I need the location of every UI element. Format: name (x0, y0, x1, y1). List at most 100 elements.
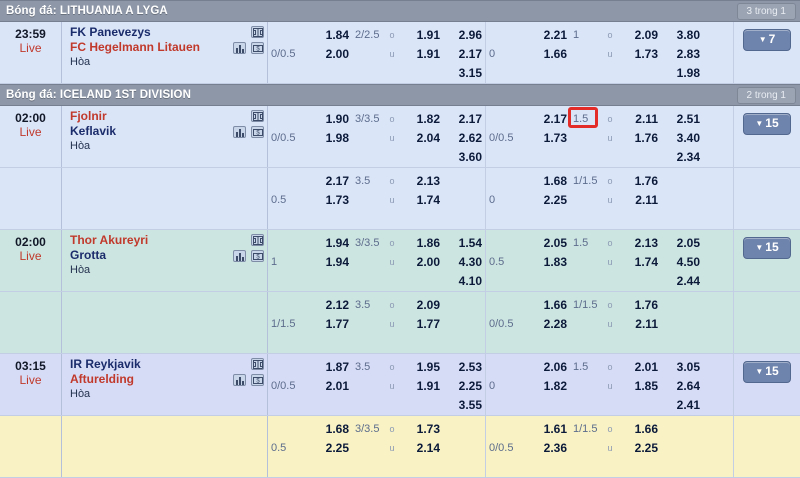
under-odds[interactable]: 1.74 (416, 193, 440, 207)
handicap-line-1[interactable]: 0/0.5 (268, 106, 308, 167)
stats-bar-chart-icon[interactable] (233, 374, 246, 386)
handicap-line-value[interactable]: 1 (271, 256, 278, 268)
x12-odds-2[interactable]: 3.55 (458, 398, 482, 412)
x12-odds-1[interactable]: 4.30 (458, 255, 482, 269)
home-team-name[interactable]: Fjolnir (70, 109, 107, 123)
x12-prices-1[interactable] (443, 416, 485, 477)
away-team-name[interactable]: Keflavik (70, 124, 117, 138)
more-markets-badge[interactable]: ▼ 15 (743, 361, 791, 383)
x12-prices-2[interactable] (661, 168, 703, 229)
handicap-prices-2[interactable]: 2.17 1.73 (526, 106, 570, 167)
under-odds-2[interactable]: 2.25 (634, 441, 658, 455)
x12-odds-0[interactable]: 2.96 (458, 28, 482, 42)
x12-prices-2[interactable] (661, 292, 703, 353)
over-odds-2[interactable]: 2.11 (635, 112, 658, 126)
x12-odds-1[interactable]: 2.25 (458, 379, 482, 393)
over-odds[interactable]: 1.73 (416, 422, 440, 436)
ou-line-1[interactable]: 3/3.5 (352, 106, 385, 167)
handicap-home-odds-2[interactable]: 2.17 (543, 112, 567, 126)
ou-prices-1[interactable]: 2.13 1.74 (399, 168, 443, 229)
x12b-odds-2[interactable]: 2.41 (676, 398, 700, 412)
under-odds[interactable]: 1.91 (416, 379, 440, 393)
more-markets-badge[interactable]: ▼ 15 (743, 113, 791, 135)
x12b-odds-1[interactable]: 2.83 (676, 47, 700, 61)
handicap-prices-1[interactable]: 1.68 2.25 (308, 416, 352, 477)
x12-odds-0[interactable]: 2.53 (458, 360, 482, 374)
more-markets-badge[interactable]: ▼ 15 (743, 237, 791, 259)
handicap-line-2[interactable]: 0/0.5 (486, 292, 526, 353)
handicap-line-1[interactable]: 0/0.5 (268, 354, 308, 415)
handicap-prices-1[interactable]: 1.87 2.01 (308, 354, 352, 415)
over-odds-2[interactable]: 1.66 (634, 422, 658, 436)
ou-line-1[interactable]: 2/2.5 (352, 22, 385, 83)
ou-line-2[interactable]: 1/1.5 (570, 416, 603, 477)
away-team-name[interactable]: Grotta (70, 248, 106, 262)
x12-prices-2[interactable]: 3.05 2.64 2.41 (661, 354, 703, 415)
handicap-prices-1[interactable]: 2.17 1.73 (308, 168, 352, 229)
handicap-away-odds-2[interactable]: 1.82 (543, 379, 567, 393)
x12b-odds-1[interactable]: 3.40 (676, 131, 700, 145)
handicap-line-value[interactable]: 0/0.5 (271, 380, 296, 392)
ou-line-1[interactable]: 3.5 (352, 292, 385, 353)
ou-line-value-2[interactable]: 1.5 (573, 113, 589, 125)
over-odds[interactable]: 1.86 (416, 236, 440, 250)
ou-line-value[interactable]: 3.5 (355, 175, 371, 187)
handicap-away-odds[interactable]: 1.73 (325, 193, 349, 207)
handicap-line-value[interactable]: 0.5 (271, 442, 287, 454)
handicap-prices-1[interactable]: 2.12 1.77 (308, 292, 352, 353)
handicap-away-odds-2[interactable]: 2.28 (543, 317, 567, 331)
stats-bar-chart-icon[interactable] (233, 42, 246, 54)
x12b-odds-0[interactable]: 2.51 (676, 112, 700, 126)
under-odds-2[interactable]: 2.11 (635, 317, 658, 331)
handicap-prices-2[interactable]: 2.21 1.66 (526, 22, 570, 83)
ou-prices-2[interactable]: 2.01 1.85 (617, 354, 661, 415)
x12-odds-2[interactable]: 3.15 (458, 66, 482, 80)
x12-odds-1[interactable]: 2.62 (458, 131, 482, 145)
home-team-name[interactable]: Thor Akureyri (70, 233, 149, 247)
handicap-line-value-2[interactable]: 0/0.5 (489, 442, 514, 454)
handicap-home-odds-2[interactable]: 2.05 (543, 236, 567, 250)
handicap-home-odds-2[interactable]: 2.21 (543, 28, 567, 42)
handicap-away-odds[interactable]: 2.01 (325, 379, 349, 393)
x12b-odds-0[interactable]: 2.05 (676, 236, 700, 250)
away-team-name[interactable]: FC Hegelmann Litauen (70, 40, 201, 54)
under-odds[interactable]: 2.04 (416, 131, 440, 145)
x12-prices-1[interactable]: 2.17 2.62 3.60 (443, 106, 485, 167)
x12-odds-2[interactable]: 4.10 (458, 274, 482, 288)
handicap-away-odds[interactable]: 1.98 (325, 131, 349, 145)
handicap-line-value[interactable]: 1/1.5 (271, 318, 296, 330)
handicap-away-odds-2[interactable]: 1.73 (543, 131, 567, 145)
under-odds-2[interactable]: 1.74 (634, 255, 658, 269)
handicap-line-1[interactable]: 0/0.5 (268, 22, 308, 83)
x12-odds-1[interactable]: 2.17 (458, 47, 482, 61)
handicap-prices-1[interactable]: 1.84 2.00 (308, 22, 352, 83)
x12-odds-0[interactable]: 2.17 (458, 112, 482, 126)
ou-line-2[interactable]: 1.5 (570, 230, 603, 291)
over-odds[interactable]: 1.95 (416, 360, 440, 374)
ou-prices-2[interactable]: 2.09 1.73 (617, 22, 661, 83)
ou-line-value[interactable]: 3.5 (355, 361, 371, 373)
handicap-prices-2[interactable]: 1.68 2.25 (526, 168, 570, 229)
pitch-icon[interactable] (251, 358, 264, 370)
x12-prices-1[interactable] (443, 292, 485, 353)
handicap-line-value-2[interactable]: 0 (489, 48, 496, 60)
x12-prices-2[interactable] (661, 416, 703, 477)
over-odds-2[interactable]: 2.01 (634, 360, 658, 374)
under-odds[interactable]: 1.77 (416, 317, 440, 331)
cash-out-icon[interactable]: $ (251, 374, 264, 386)
handicap-home-odds[interactable]: 1.68 (325, 422, 349, 436)
ou-line-value[interactable]: 3/3.5 (355, 423, 380, 435)
handicap-line-2[interactable]: 0 (486, 168, 526, 229)
ou-prices-1[interactable]: 1.91 1.91 (399, 22, 443, 83)
over-odds[interactable]: 2.09 (416, 298, 440, 312)
handicap-prices-2[interactable]: 2.05 1.83 (526, 230, 570, 291)
x12-odds-2[interactable]: 3.60 (458, 150, 482, 164)
handicap-home-odds[interactable]: 1.84 (325, 28, 349, 42)
ou-line-value-2[interactable]: 1.5 (573, 237, 589, 249)
handicap-line-1[interactable]: 1/1.5 (268, 292, 308, 353)
handicap-line-2[interactable]: 0/0.5 (486, 106, 526, 167)
under-odds[interactable]: 2.14 (416, 441, 440, 455)
x12-odds-0[interactable]: 1.54 (458, 236, 482, 250)
under-odds-2[interactable]: 1.85 (634, 379, 658, 393)
ou-line-value-2[interactable]: 1/1.5 (573, 299, 598, 311)
